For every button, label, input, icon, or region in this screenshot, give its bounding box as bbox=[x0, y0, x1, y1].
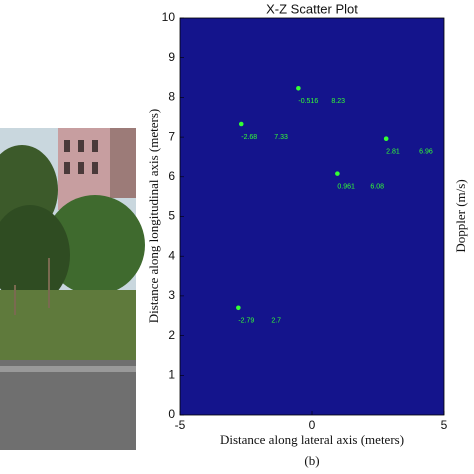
y-tick-label: 0 bbox=[168, 407, 175, 421]
point-x-label: -0.516 bbox=[298, 98, 318, 105]
point-x-label: 2.81 bbox=[386, 149, 400, 156]
y-tick-label: 4 bbox=[168, 248, 175, 262]
plot-area bbox=[179, 17, 445, 416]
x-tick-label: 0 bbox=[309, 418, 316, 432]
point-x-label: -2.68 bbox=[241, 134, 257, 141]
y-tick-label: 9 bbox=[168, 50, 175, 64]
y-axis-label: Distance along longitudinal axis (meters… bbox=[146, 109, 161, 323]
point-x-label: -2.79 bbox=[238, 318, 254, 325]
chart-title: X-Z Scatter Plot bbox=[266, 1, 358, 16]
y-tick-label: 1 bbox=[168, 367, 175, 381]
point bbox=[296, 85, 301, 91]
point-y-label: 8.23 bbox=[331, 98, 345, 105]
photo bbox=[0, 128, 145, 450]
point-x-label: 0.961 bbox=[337, 183, 355, 190]
y-tick-label: 3 bbox=[168, 288, 175, 302]
y-tick-label: 7 bbox=[168, 129, 175, 143]
point bbox=[335, 171, 340, 176]
y-tick-label: 6 bbox=[168, 169, 175, 183]
point bbox=[236, 305, 241, 311]
point-y-label: 6.96 bbox=[419, 149, 433, 156]
point-y-label: 7.33 bbox=[274, 134, 288, 141]
y-tick-label: 10 bbox=[162, 10, 176, 24]
y-tick-label: 5 bbox=[168, 209, 175, 223]
x-tick-label: 5 bbox=[441, 418, 448, 432]
y-tick-label: 8 bbox=[168, 90, 175, 104]
point bbox=[238, 121, 244, 127]
point bbox=[383, 136, 389, 141]
x-tick-label: -5 bbox=[175, 418, 186, 432]
y2-axis-label: Doppler (m/s) bbox=[453, 179, 468, 252]
caption: (b) bbox=[304, 453, 319, 468]
y-tick-label: 2 bbox=[168, 328, 175, 342]
x-axis-label: Distance along lateral axis (meters) bbox=[220, 432, 404, 447]
point-y-label: 6.08 bbox=[370, 183, 384, 190]
point-y-label: 2.7 bbox=[271, 318, 281, 325]
